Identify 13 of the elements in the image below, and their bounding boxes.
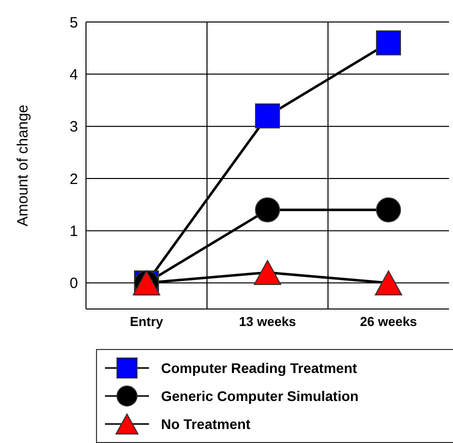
- y-tick-label: 1: [70, 223, 78, 240]
- x-tick-label: 13 weeks: [238, 314, 296, 330]
- y-tick-label: 4: [70, 66, 78, 84]
- legend-label: No Treatment: [161, 416, 250, 432]
- legend-label: Generic Computer Simulation: [161, 388, 359, 404]
- legend-label: Computer Reading Treatment: [161, 360, 358, 376]
- x-tick-label: 26 weeks: [360, 314, 418, 330]
- x-tick-label: Entry: [130, 314, 164, 330]
- y-tick-label: 2: [70, 170, 78, 188]
- y-axis-title: Amount of change: [14, 104, 32, 226]
- y-tick-label: 0: [70, 275, 78, 292]
- y-tick-label: 5: [70, 14, 78, 32]
- y-tick-label: 3: [70, 118, 78, 136]
